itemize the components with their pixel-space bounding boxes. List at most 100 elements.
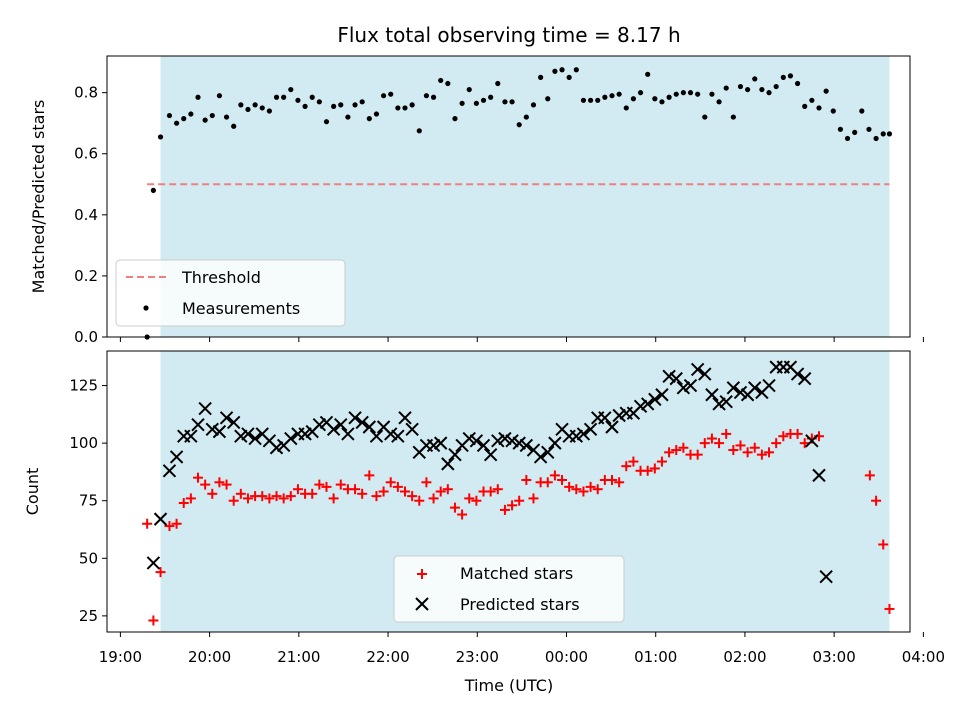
matched-star-point [178, 498, 189, 509]
y-tick-label: 0.2 [74, 267, 98, 285]
matched-star-point [435, 486, 446, 497]
bottom-x-ticks: 19:00 20:00 21:00 22:00 23:00 00:00 01:00 02:00… [99, 632, 945, 666]
matched-star-point [792, 428, 803, 439]
x-tick-label: 04:00 [902, 648, 945, 666]
predicted-star-point [355, 415, 369, 430]
matched-star-point [628, 456, 639, 467]
matched-star-point [392, 481, 403, 492]
matched-star-point [428, 493, 439, 504]
measurement-point [352, 102, 358, 108]
measurement-point [595, 97, 601, 103]
x-axis-label: Time (UTC) [464, 676, 553, 695]
matched-star-point [307, 488, 318, 499]
measurement-point [787, 73, 794, 79]
predicted-star-point [248, 431, 262, 446]
measurement-point [645, 71, 651, 77]
measurement-point [331, 103, 337, 109]
matched-stars-series [142, 428, 895, 626]
legend-predicted-swatch [415, 597, 429, 611]
measurement-point [309, 94, 315, 100]
measurement-point [316, 99, 322, 105]
matched-star-point [421, 477, 432, 488]
matched-star-point [521, 474, 532, 485]
measurement-point [380, 93, 387, 99]
measurement-point [480, 97, 487, 103]
predicted-star-point [762, 378, 776, 393]
measurement-point [430, 94, 437, 100]
matched-star-point [549, 470, 560, 481]
measurement-point [566, 74, 572, 80]
measurement-point [223, 114, 230, 120]
predicted-star-point [576, 427, 591, 441]
predicted-star-point [269, 441, 284, 455]
matched-star-point [706, 433, 717, 444]
x-tick-label: 19:00 [99, 648, 142, 666]
legend-matched-swatch [417, 569, 427, 579]
matched-star-point [200, 479, 211, 490]
predicted-star-point [153, 512, 168, 526]
bottom-axes-frame [106, 350, 911, 633]
matched-star-point [228, 495, 239, 506]
matched-star-point [542, 477, 553, 488]
predicted-star-point [533, 450, 548, 464]
predicted-star-point [398, 411, 412, 425]
predicted-star-point [219, 411, 234, 425]
predicted-star-point [633, 399, 648, 413]
matched-star-point [564, 481, 575, 492]
matched-star-point [148, 615, 159, 626]
matched-star-point [699, 438, 710, 449]
bottom-legend-box [393, 555, 625, 623]
matched-star-point [357, 488, 368, 499]
measurement-point [730, 114, 736, 120]
matched-star-point [778, 431, 789, 442]
legend-predicted-label: Predicted stars [460, 595, 580, 614]
matched-star-point [193, 472, 204, 483]
y-tick-label: 100 [69, 434, 98, 452]
matched-star-point [799, 438, 810, 449]
predicted-star-point [146, 556, 161, 570]
matched-star-point [257, 491, 268, 502]
predicted-star-point [369, 429, 384, 443]
measurement-point [338, 102, 344, 108]
measurement-point [802, 103, 808, 109]
matched-star-point [400, 486, 411, 497]
measurement-point [659, 99, 665, 105]
measurement-point [609, 93, 615, 99]
matched-star-point [571, 484, 582, 495]
matched-star-point [207, 488, 218, 499]
predicted-star-point [212, 424, 227, 439]
predicted-star-point [726, 381, 741, 395]
x-tick-label: 03:00 [813, 648, 856, 666]
matched-star-point [378, 486, 389, 497]
y-tick-label: 25 [79, 607, 98, 625]
measurement-point [166, 112, 173, 119]
measurement-point [409, 102, 415, 108]
predicted-star-point [676, 381, 691, 395]
measurement-point [794, 80, 801, 87]
y-tick-label: 75 [79, 492, 98, 510]
matched-star-point [592, 484, 603, 495]
measurement-point [259, 105, 265, 111]
measurement-point [530, 102, 537, 108]
measurement-point [466, 86, 472, 93]
matched-star-point [756, 449, 767, 460]
predicted-star-point [362, 420, 377, 434]
measurement-point [695, 91, 701, 97]
measurement-point [281, 94, 287, 100]
predicted-star-point [205, 422, 219, 437]
matched-star-point [864, 470, 875, 481]
predicted-star-point [498, 431, 512, 446]
measurement-point [702, 114, 708, 120]
matched-star-point [278, 493, 289, 504]
predicted-star-point [312, 417, 327, 432]
measurement-point [323, 119, 330, 125]
matched-star-point [642, 465, 653, 476]
measurement-point [245, 106, 251, 113]
measurement-point [816, 105, 822, 111]
predicted-star-point [669, 371, 683, 386]
x-tick-label: 01:00 [634, 648, 677, 666]
matched-star-point [649, 463, 660, 474]
matched-star-point [692, 449, 703, 460]
predicted-star-point [426, 438, 441, 453]
matched-star-point [271, 491, 282, 502]
